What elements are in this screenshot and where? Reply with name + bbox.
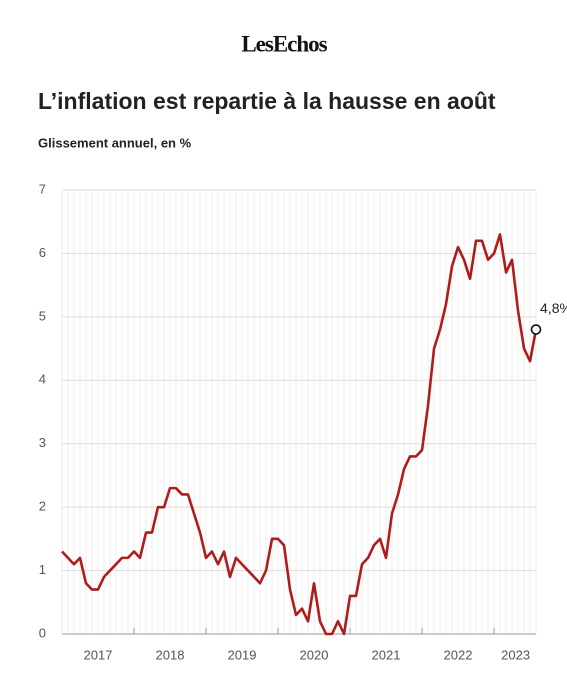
brand-logo: LesEchos xyxy=(241,31,327,56)
chart-subtitle: Glissement annuel, en % xyxy=(38,135,192,150)
y-tick-label: 0 xyxy=(39,625,46,640)
y-tick-label: 2 xyxy=(39,499,46,514)
end-point-marker xyxy=(530,324,542,335)
y-tick-label: 6 xyxy=(39,245,46,260)
y-tick-label: 4 xyxy=(39,372,46,387)
y-tick-label: 7 xyxy=(39,181,46,196)
y-tick-label: 3 xyxy=(39,435,46,450)
y-tick-label: 5 xyxy=(39,308,46,323)
line-series xyxy=(61,233,538,636)
x-tick-label: 2019 xyxy=(228,647,257,662)
x-tick-label: 2018 xyxy=(156,647,185,662)
end-annotation: 4,8% xyxy=(540,300,567,316)
x-tick-label: 2022 xyxy=(444,647,473,662)
y-tick-label: 1 xyxy=(39,562,46,577)
x-tick-label: 2017 xyxy=(84,647,113,662)
chart-title: L’inflation est repartie à la hausse en … xyxy=(38,88,496,114)
x-tick-label: 2020 xyxy=(300,647,329,662)
x-tick-label: 2023 xyxy=(501,647,530,662)
x-tick-label: 2021 xyxy=(372,647,401,662)
